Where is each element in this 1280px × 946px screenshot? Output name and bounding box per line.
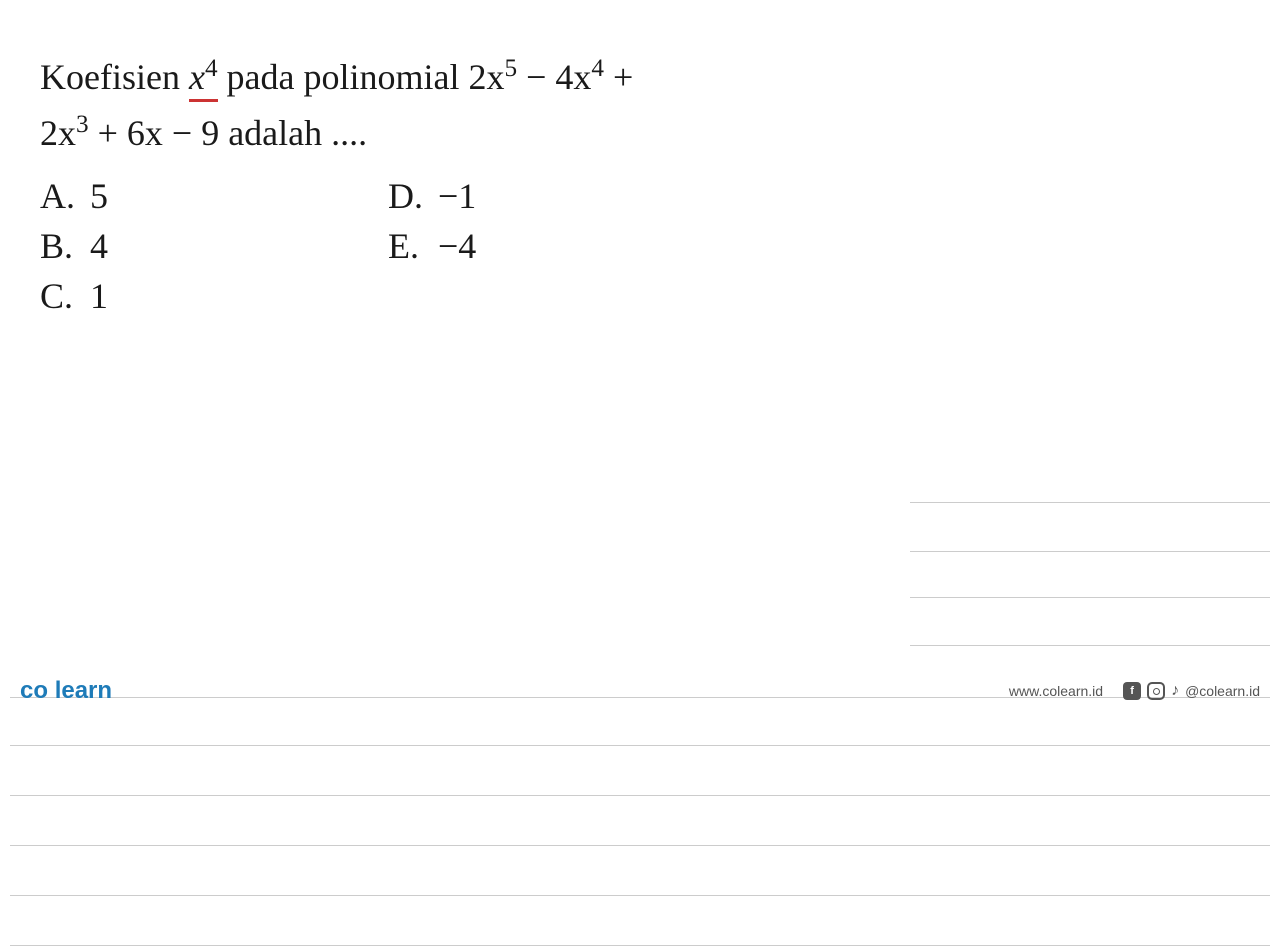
rule-line	[910, 502, 1270, 503]
option-e-label: E.	[388, 225, 438, 267]
options-col-right: D.−1 E.−4	[388, 175, 476, 317]
option-e-value: −4	[438, 226, 476, 266]
rule-line	[10, 795, 1270, 796]
tiktok-icon: ♪	[1171, 682, 1179, 700]
poly-term-3: 2x3	[40, 113, 89, 153]
rule-line	[10, 895, 1270, 896]
options: A.5 B.4 C.1 D.−1 E.−4	[40, 175, 1240, 317]
option-d-value: −1	[438, 176, 476, 216]
rule-line	[910, 551, 1270, 552]
options-col-left: A.5 B.4 C.1	[40, 175, 108, 317]
option-b-label: B.	[40, 225, 90, 267]
option-d: D.−1	[388, 175, 476, 217]
footer-right: www.colearn.id f ♪ @colearn.id	[1009, 682, 1260, 700]
footer-url: www.colearn.id	[1009, 683, 1103, 699]
option-c-label: C.	[40, 275, 90, 317]
facebook-icon: f	[1123, 682, 1141, 700]
question-mid: pada polinomial	[218, 57, 469, 97]
option-c: C.1	[40, 275, 108, 317]
social-handle: @colearn.id	[1185, 683, 1260, 699]
option-d-label: D.	[388, 175, 438, 217]
question-line-1: Koefisien x4 pada polinomial 2x5 − 4x4 +	[40, 50, 1240, 104]
option-b: B.4	[40, 225, 108, 267]
question-line-2: 2x3 + 6x − 9 adalah ....	[40, 106, 1240, 160]
logo-dot	[48, 677, 55, 704]
instagram-icon	[1147, 682, 1165, 700]
question-prefix: Koefisien	[40, 57, 189, 97]
logo-part1: co	[20, 677, 48, 704]
option-a-label: A.	[40, 175, 90, 217]
option-a: A.5	[40, 175, 108, 217]
poly-plus: +	[604, 57, 633, 97]
social-icons: f ♪ @colearn.id	[1123, 682, 1260, 700]
option-c-value: 1	[90, 276, 108, 316]
rule-line	[910, 597, 1270, 598]
poly-rest: + 6x − 9 adalah ....	[89, 113, 368, 153]
question-content: Koefisien x4 pada polinomial 2x5 − 4x4 +…	[0, 0, 1280, 317]
logo-part2: learn	[55, 677, 112, 704]
rule-line	[10, 845, 1270, 846]
rule-line	[910, 645, 1270, 646]
poly-term-1: 2x5	[469, 57, 518, 97]
option-a-value: 5	[90, 176, 108, 216]
footer: co learn www.colearn.id f ♪ @colearn.id	[0, 677, 1280, 705]
underlined-term: x4	[189, 57, 218, 102]
logo: co learn	[20, 677, 112, 705]
poly-term-2: − 4x4	[517, 57, 604, 97]
option-e: E.−4	[388, 225, 476, 267]
option-b-value: 4	[90, 226, 108, 266]
rule-line	[10, 745, 1270, 746]
